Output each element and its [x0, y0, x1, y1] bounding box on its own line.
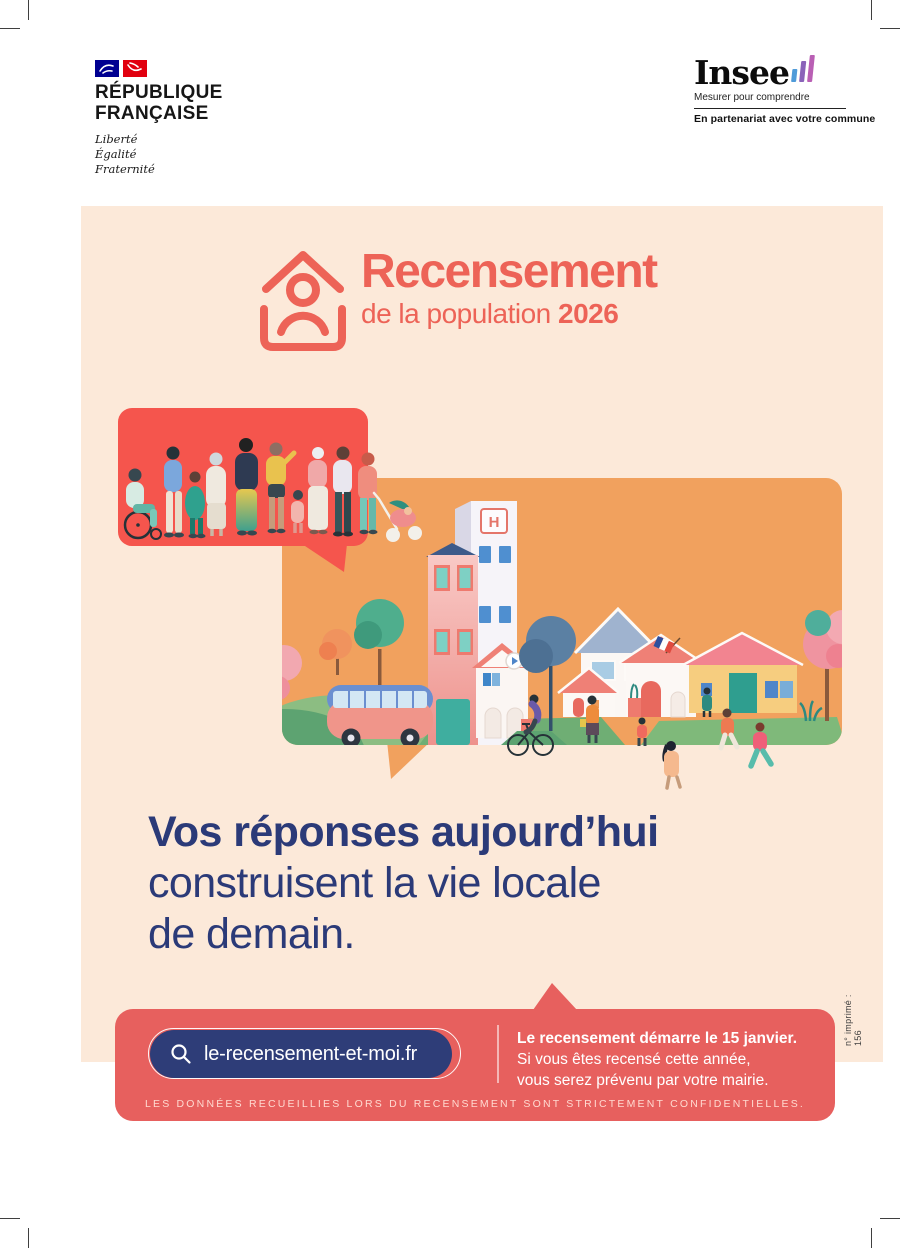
recensement-title: Recensement — [361, 245, 658, 298]
crop-mark — [871, 0, 872, 20]
banner-divider — [497, 1025, 499, 1083]
banner-info: Le recensement démarre le 15 janvier. Si… — [517, 1028, 797, 1091]
banner-tail — [533, 983, 577, 1010]
french-flag-on-house — [653, 635, 681, 654]
census-illustration: H — [118, 408, 842, 790]
motto-liberte: Liberté — [95, 132, 138, 146]
marianne-title-line2: FRANÇAISE — [95, 103, 209, 124]
crop-mark — [28, 0, 29, 20]
bus — [327, 685, 433, 745]
motto-egalite: Égalité — [95, 147, 137, 161]
crop-mark — [880, 1218, 900, 1219]
insee-wordmark: Insee — [694, 53, 790, 92]
motto-fraternite: Fraternité — [95, 162, 155, 176]
republique-francaise-logo: RÉPUBLIQUE FRANÇAISE Liberté Égalité Fra… — [95, 60, 285, 177]
banner-info-line3: vous serez prévenu par votre mairie. — [517, 1072, 769, 1089]
town-hall — [472, 643, 533, 739]
house-person-icon — [260, 251, 346, 351]
town-speech-bubble: H — [282, 478, 842, 779]
print-reference: n° imprimé : 156 — [843, 994, 863, 1046]
insee-partnership: En partenariat avec votre commune — [694, 113, 876, 125]
stroller — [372, 491, 422, 542]
census-website-url: le-recensement-et-moi.fr — [204, 1042, 418, 1065]
search-pill-ring — [148, 1028, 461, 1079]
confidentiality-notice: LES DONNÉES RECUEILLIES LORS DU RECENSEM… — [144, 1098, 806, 1110]
marianne-title-line1: RÉPUBLIQUE — [95, 82, 223, 103]
crop-mark — [0, 1218, 20, 1219]
crop-mark — [871, 1228, 872, 1248]
trees-left — [282, 599, 404, 700]
recensement-logo: Recensement de la population 2026 — [255, 245, 658, 354]
apartment-building — [426, 543, 480, 745]
insee-tagline: Mesurer pour comprendre — [694, 92, 810, 103]
headline-line-2: construisent la vie locale — [148, 859, 601, 907]
insee-bars-icon — [791, 55, 815, 82]
recensement-year: 2026 — [558, 298, 619, 329]
blue-tree — [519, 616, 576, 731]
pedestrians — [580, 687, 774, 790]
recensement-subtitle: de la population — [361, 298, 551, 329]
search-icon — [171, 1044, 191, 1064]
insee-logo: Insee Mesurer pour comprendre En partena… — [694, 53, 876, 125]
crop-mark — [28, 1228, 29, 1248]
search-pill: le-recensement-et-moi.fr — [150, 1030, 452, 1078]
headline: Vos réponses aujourd’hui construisent la… — [148, 807, 659, 960]
banner-info-line2: Si vous êtes recensé cette année, — [517, 1051, 751, 1068]
headline-line-1: Vos réponses aujourd’hui — [148, 808, 659, 856]
wheelchair-person — [123, 468, 162, 540]
hospital-sign: H — [489, 514, 500, 531]
pink-tree — [803, 610, 842, 721]
banner-info-bold: Le recensement démarre le 15 janvier. — [517, 1030, 798, 1047]
poster-background: Recensement de la population 2026 — [81, 206, 883, 1062]
crop-mark — [0, 28, 20, 29]
info-banner: le-recensement-et-moi.fr Le recensement … — [115, 1009, 835, 1121]
insee-separator — [694, 108, 846, 109]
french-flag-icon — [95, 60, 147, 77]
headline-line-3: de demain. — [148, 910, 355, 958]
crowd — [123, 438, 422, 542]
crop-mark — [880, 28, 900, 29]
cyclist — [507, 694, 554, 756]
people-speech-bubble — [118, 408, 422, 572]
